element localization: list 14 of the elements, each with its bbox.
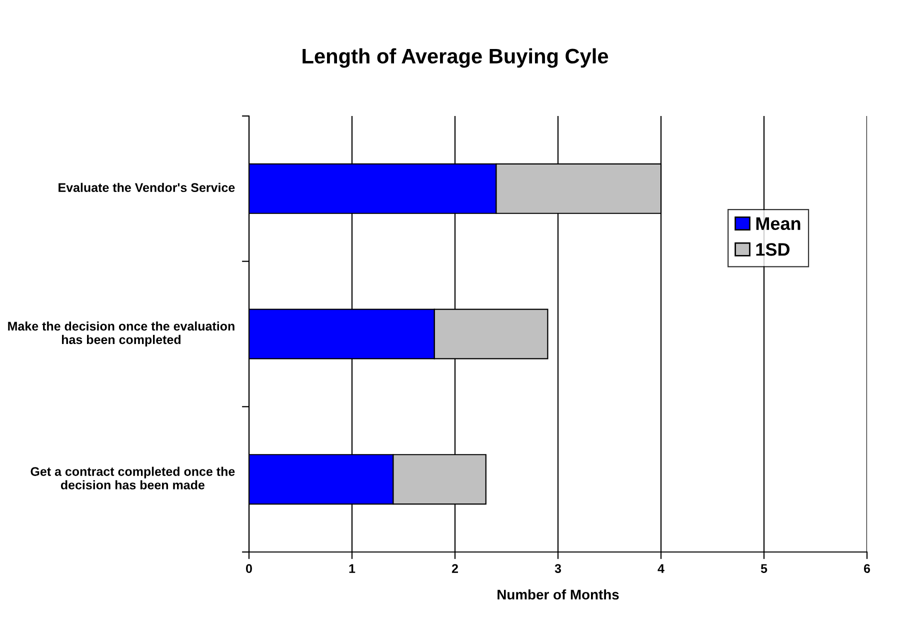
y-tick-label: Get a contract completed once the decision has been made	[30, 466, 235, 490]
y-tick-label: Evaluate the Vendor's Service	[58, 182, 235, 192]
chart-title: Length of Average Buying Cyle	[302, 48, 608, 68]
legend-label: Mean	[756, 217, 800, 230]
x-tick-label: 1	[349, 564, 356, 573]
x-tick-label: 4	[658, 564, 664, 573]
x-tick-label: 3	[554, 564, 562, 574]
x-tick-label: 2	[452, 564, 458, 573]
x-tick-label: 0	[246, 564, 252, 573]
x-tick-label: 5	[760, 564, 768, 573]
y-tick-label: Make the decision once the evaluation has been completed	[8, 321, 234, 347]
x-tick-label: 6	[864, 564, 870, 573]
legend-label: 1SD	[756, 243, 790, 256]
x-axis-title: Number of Months	[498, 589, 619, 600]
